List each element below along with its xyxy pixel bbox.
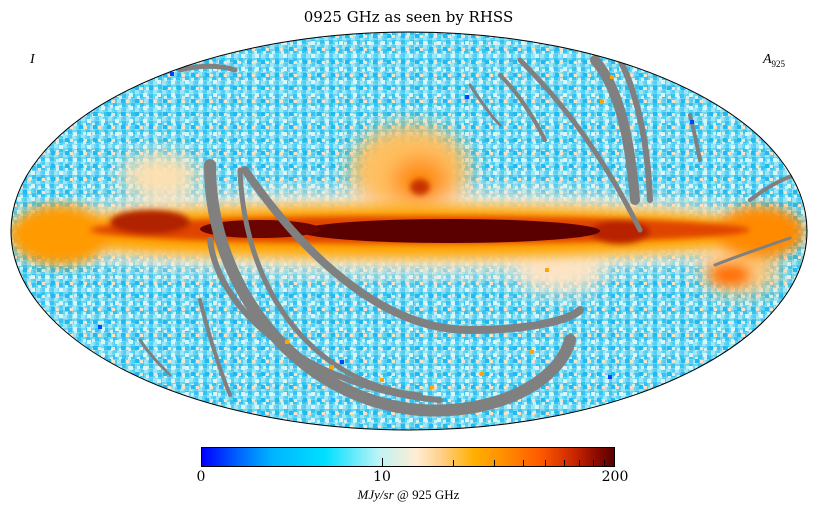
blue-speckle-markers — [98, 72, 694, 379]
colorbar-tick — [453, 460, 454, 466]
colorbar-tick — [564, 460, 565, 466]
mollweide-sky-map — [10, 31, 808, 431]
colorbar-tick — [545, 460, 546, 466]
colorbar-tick — [593, 460, 594, 466]
orange-speckle-markers — [285, 75, 614, 389]
colorbar-tick — [494, 460, 495, 466]
colorbar-mid-label: 10 — [373, 469, 391, 485]
masked-region-arcs — [138, 55, 797, 417]
colorbar-unit-label: MJy/sr @ 925 GHz — [0, 487, 817, 503]
colorbar-unit-rest: @ 925 GHz — [396, 487, 460, 502]
colorbar-tick — [523, 460, 524, 466]
colorbar-unit-italic: MJy/sr — [357, 487, 394, 502]
component-label-main: A — [762, 52, 772, 67]
colorbar-tick — [579, 460, 580, 466]
colorbar — [201, 447, 615, 467]
component-label-sub: 925 — [771, 58, 786, 69]
sky-emission-layer — [11, 32, 807, 430]
sky-boundary — [10, 31, 808, 431]
component-label: A925 — [763, 52, 785, 69]
colorbar-tick — [604, 460, 605, 466]
stokes-label: I — [30, 52, 35, 67]
colorbar-tick — [382, 458, 383, 466]
colorbar-min-label: 0 — [196, 469, 206, 485]
map-title: 0925 GHz as seen by RHSS — [303, 8, 514, 26]
colorbar-max-label: 200 — [601, 469, 629, 485]
